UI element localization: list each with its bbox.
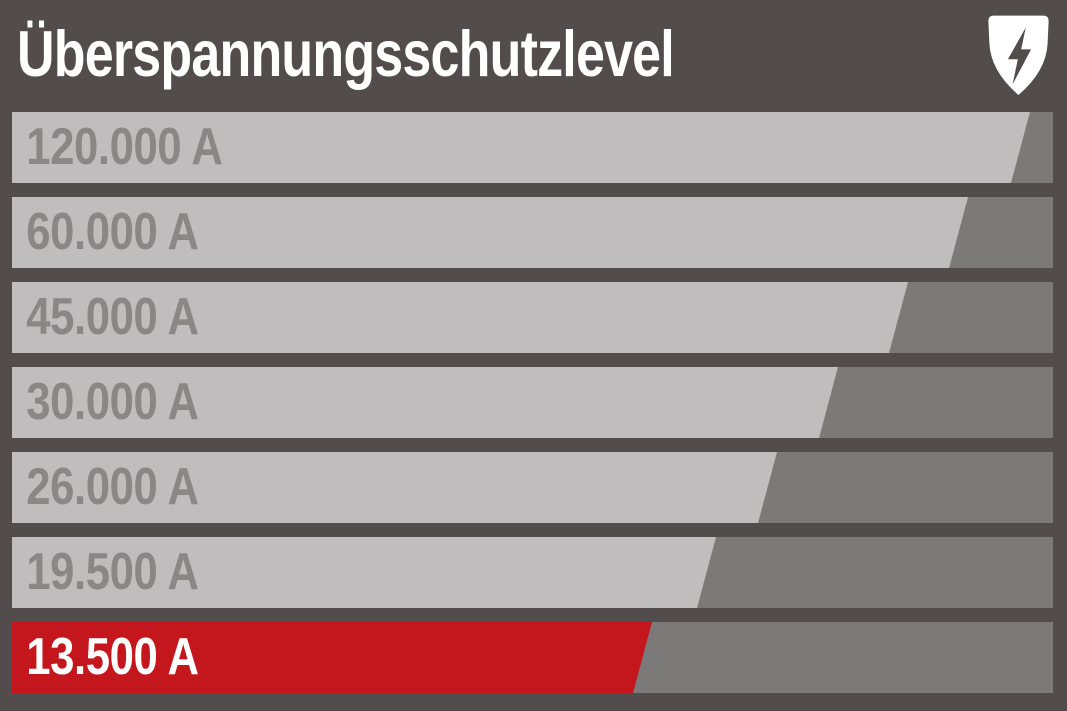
bar-chart: 120.000 A 60.000 A 45.000 A 30.000 A 26.… <box>12 112 1053 693</box>
bar-row-highlighted: 13.500 A <box>12 622 1053 693</box>
shield-lightning-icon <box>988 15 1049 96</box>
bar-fill: 120.000 A <box>12 112 1030 183</box>
bar-label: 30.000 A <box>26 373 199 431</box>
bar-fill: 45.000 A <box>12 282 908 353</box>
bar-row: 60.000 A <box>12 197 1053 268</box>
page-title: Überspannungsschutzlevel <box>17 17 675 90</box>
bar-fill: 26.000 A <box>12 452 777 523</box>
bar-fill: 13.500 A <box>12 622 652 693</box>
bar-row: 19.500 A <box>12 537 1053 608</box>
bar-label: 60.000 A <box>26 203 199 261</box>
bar-row: 45.000 A <box>12 282 1053 353</box>
bar-label: 13.500 A <box>26 628 199 686</box>
bar-label: 45.000 A <box>26 288 199 346</box>
bar-label: 120.000 A <box>26 118 223 176</box>
bar-fill: 30.000 A <box>12 367 838 438</box>
bar-fill: 19.500 A <box>12 537 716 608</box>
bar-row: 30.000 A <box>12 367 1053 438</box>
bar-label: 19.500 A <box>26 543 199 601</box>
bar-row: 26.000 A <box>12 452 1053 523</box>
bar-label: 26.000 A <box>26 458 199 516</box>
bar-row: 120.000 A <box>12 112 1053 183</box>
bar-fill: 60.000 A <box>12 197 968 268</box>
